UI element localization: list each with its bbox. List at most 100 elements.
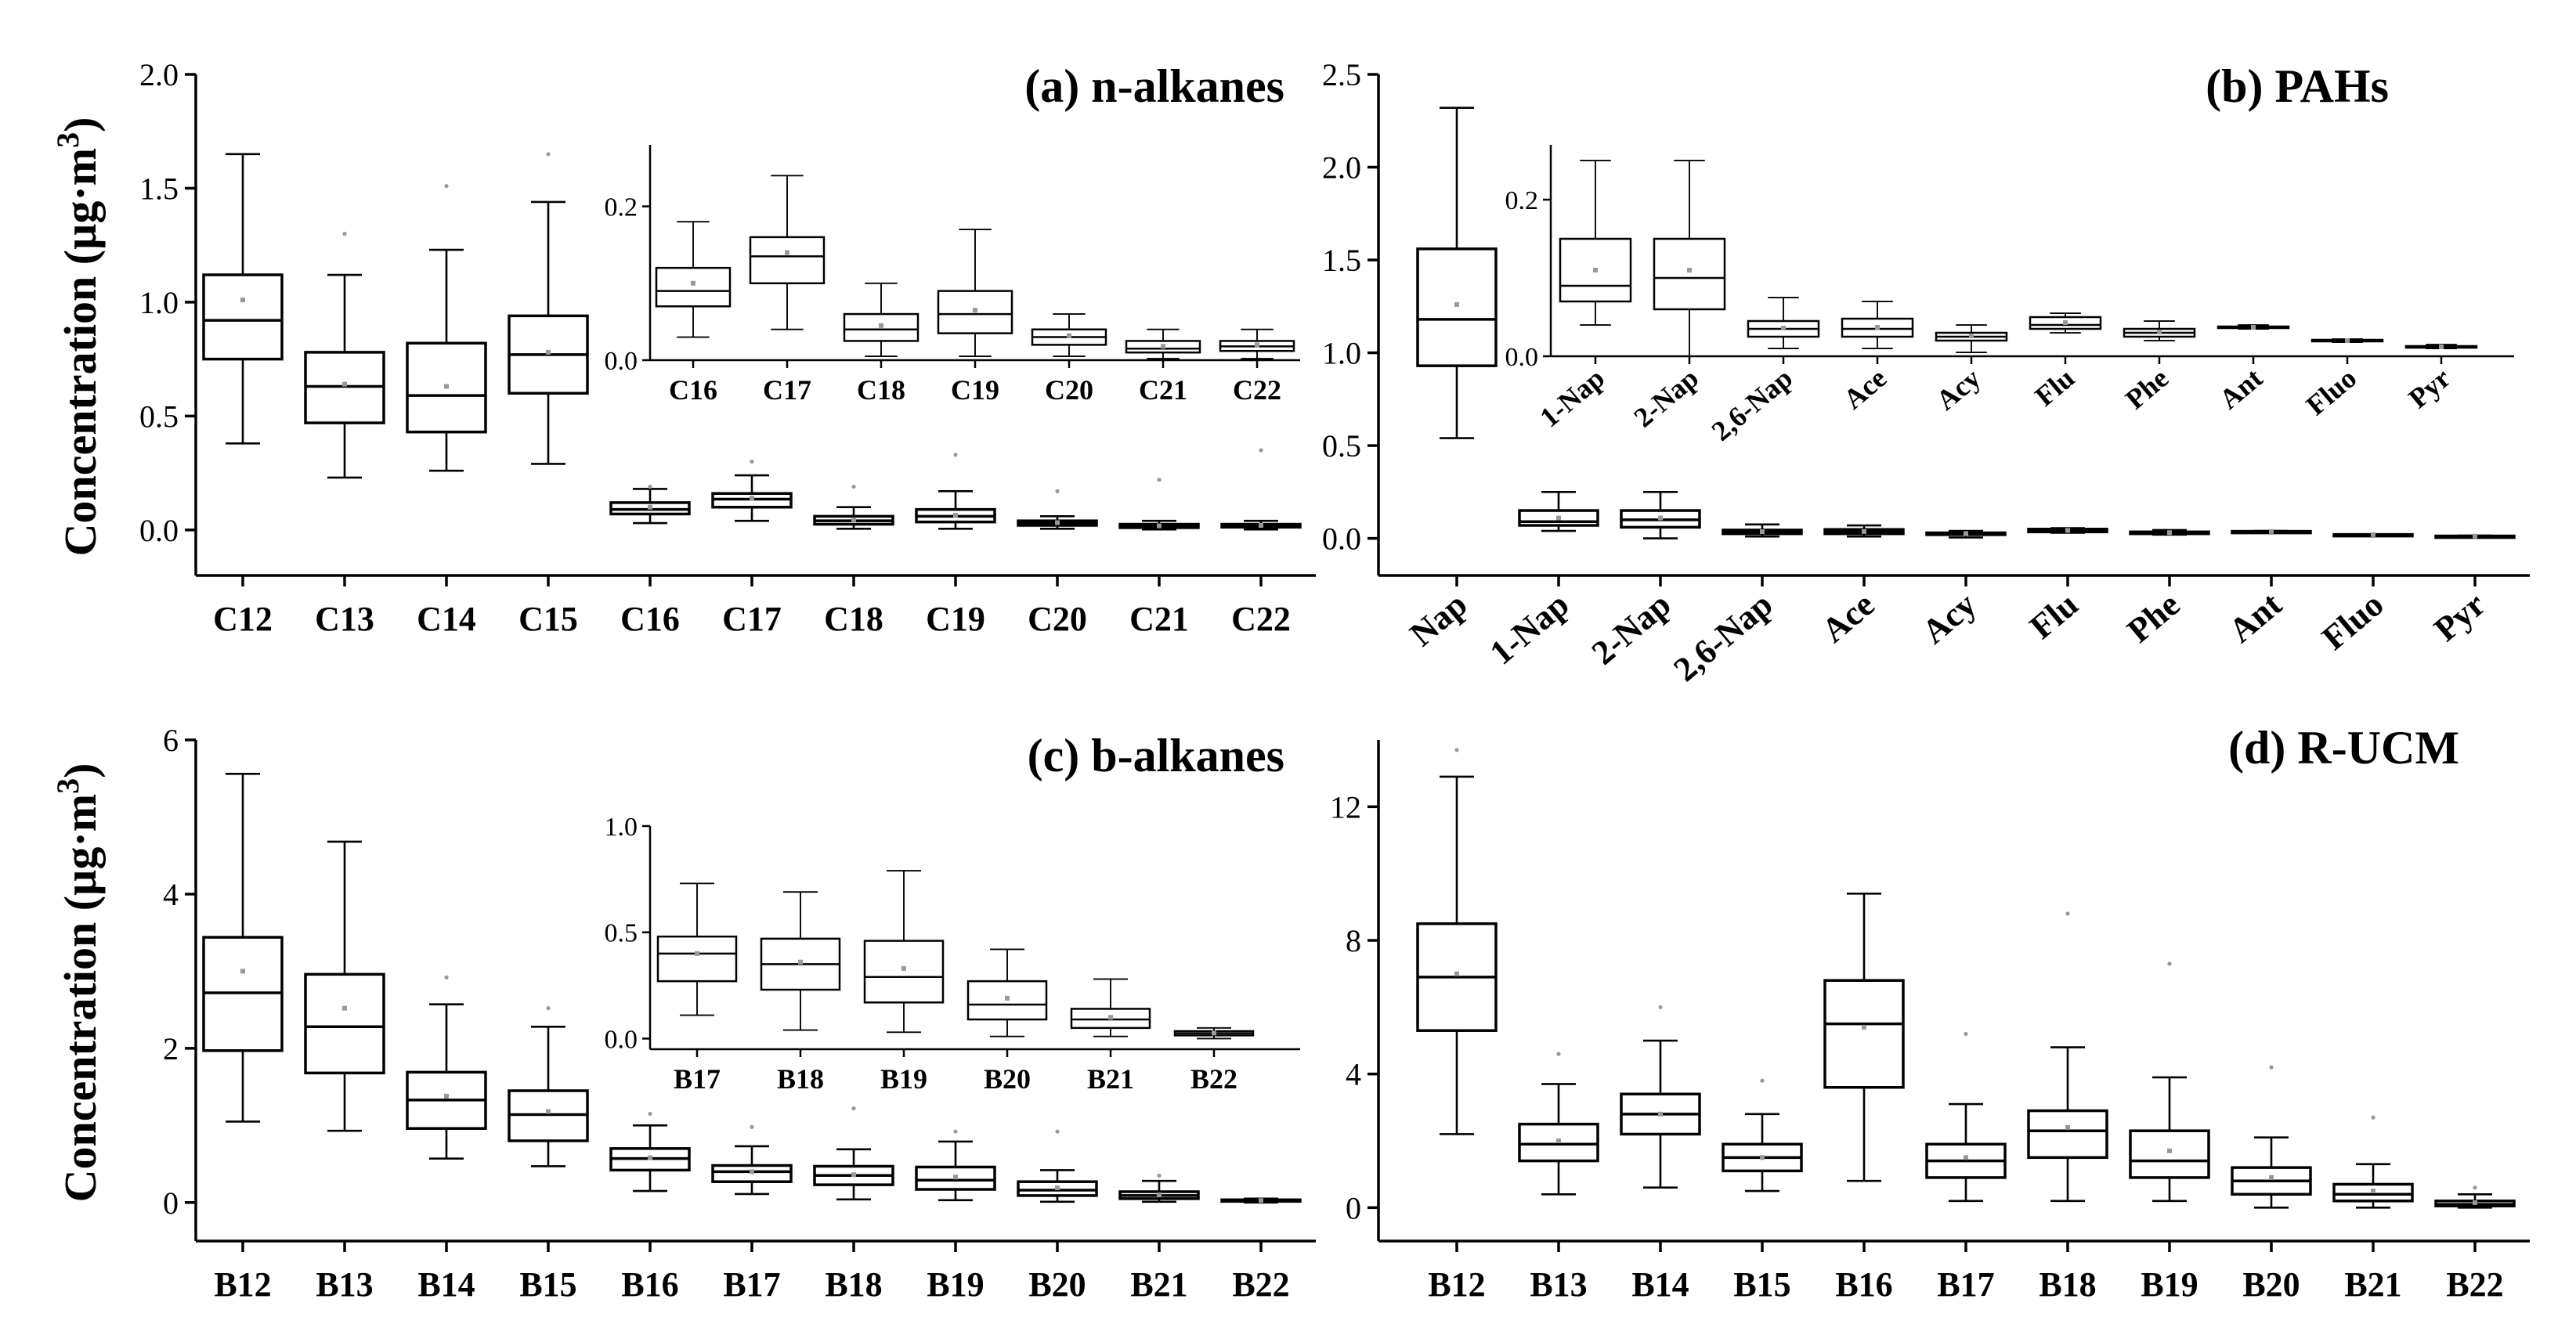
mean-marker <box>2473 1200 2477 1205</box>
iqr-box <box>2129 1129 2210 1179</box>
outlier-point <box>1157 1173 1162 1178</box>
iqr-box <box>915 1165 996 1191</box>
panel-a-box-C22 <box>1220 448 1302 531</box>
panel-a-inset-box-C21 <box>1125 328 1201 359</box>
panel-d-x-tick-label: B18 <box>2039 1265 2096 1304</box>
iqr-box <box>1653 237 1726 311</box>
panel-b-x-tick-label: Phe <box>2120 585 2188 650</box>
panel-c-box-B13 <box>304 840 385 1132</box>
panel-c: (c) b-alkanes <box>1028 730 1284 781</box>
panel-a-inset-x-tick-label: C22 <box>1233 374 1281 406</box>
panel-c-inset-x-tick-label: B20 <box>984 1063 1031 1095</box>
panel-b-x-tick-label: Acy <box>1915 585 1984 651</box>
outlier-point <box>648 1111 652 1117</box>
mean-marker <box>1593 268 1598 272</box>
panel-c-x-tick-label: B14 <box>417 1265 475 1304</box>
panel-b-inset-box-2-Nap <box>1653 160 1726 357</box>
outlier-point <box>1760 1078 1765 1083</box>
panel-d-box-B16 <box>1823 892 1905 1182</box>
panel-d-x-tick-label: B14 <box>1631 1265 1689 1304</box>
panel-a-box-C14 <box>406 183 487 472</box>
panel-c-x-tick-label: B20 <box>1028 1265 1086 1304</box>
panel-a-inset-box-C18 <box>843 282 919 358</box>
mean-marker <box>1108 1015 1113 1020</box>
mean-marker <box>648 1155 652 1160</box>
mean-marker <box>342 1005 347 1011</box>
panel-b-x-tick-label: 2-Nap <box>1584 585 1678 672</box>
mean-marker <box>2269 1174 2274 1180</box>
mean-marker <box>2157 330 2162 334</box>
panel-b-box-Phe <box>2129 529 2210 536</box>
mean-marker <box>1005 995 1010 1001</box>
panel-b-inset-box-Phe <box>2123 320 2196 341</box>
mean-marker <box>2269 529 2274 534</box>
panel-b-x-tick-label: 2,6-Nap <box>1667 585 1780 689</box>
panel-a: (a) n-alkanes <box>1024 60 1284 112</box>
mean-marker <box>1055 520 1060 525</box>
mean-marker <box>2065 1124 2070 1130</box>
iqr-box <box>1416 247 1498 367</box>
panel-b-inset-box-Ace <box>1841 301 1914 349</box>
panel-d-x-tick-label: B17 <box>1937 1265 1994 1304</box>
iqr-box <box>2027 1109 2108 1160</box>
outlier-point <box>1157 478 1162 482</box>
panel-b-box-2,6-Nap <box>1722 523 1803 538</box>
panel-a-box-C19 <box>915 453 996 530</box>
iqr-box <box>749 236 826 285</box>
panel-a-box-C18 <box>813 484 894 530</box>
mean-marker <box>342 381 347 387</box>
mean-marker <box>1055 1185 1060 1191</box>
panel-a-box-C20 <box>1017 489 1098 530</box>
panel-c-x-tick-label: B22 <box>1232 1265 1289 1304</box>
panel-d-y-tick-label: 8 <box>1346 923 1361 958</box>
outlier-point <box>2065 911 2070 916</box>
panel-c: 0 2 4 6 B12 B13 B14 B15 B16 B17 B18 B19 B20 B21 B22 <box>163 723 1316 1304</box>
panel-c-x-tick-label: B16 <box>621 1265 678 1304</box>
y-axis-label-top: Concentration (µg·m3) <box>50 117 106 557</box>
panel-d-box-B13 <box>1518 1052 1599 1196</box>
panel-a-box-C16 <box>609 484 691 525</box>
mean-marker <box>546 349 551 355</box>
panel-c-inset-box-B17 <box>656 882 738 1016</box>
mean-marker <box>1454 301 1459 307</box>
panel-b-x-tick-label: Pyr <box>2427 585 2493 649</box>
outlier-point <box>342 232 347 236</box>
panel-b-x-tick-label: 1-Nap <box>1483 585 1577 672</box>
outlier-point <box>546 152 551 157</box>
panel-a-inset-x-tick-label: C18 <box>857 374 905 406</box>
panel-d-x-tick-label: B15 <box>1733 1265 1790 1304</box>
outlier-point <box>444 975 449 980</box>
mean-marker <box>1556 1138 1561 1143</box>
panel-a-box-C12 <box>202 153 284 445</box>
panel-b-inset-box-Ant <box>2217 324 2290 330</box>
panel-b-inset-x-tick-label: Ant <box>2213 362 2268 415</box>
panel-b-inset-y-tick-label: 0.2 <box>1505 186 1539 215</box>
panel-c-x-tick-label: B17 <box>723 1265 780 1304</box>
panel-a-inset-x-tick-label: C16 <box>669 374 717 406</box>
mean-marker <box>750 1169 754 1174</box>
mean-marker <box>1212 1030 1216 1036</box>
panel-d-box-B19 <box>2129 962 2210 1203</box>
panel-a-inset-x-tick-label: C19 <box>951 374 999 406</box>
panel-c-x-tick-label: B12 <box>214 1265 271 1304</box>
panel-b-x-tick-label: Ant <box>2222 585 2289 650</box>
panel-d-x-tick-label: B12 <box>1428 1265 1485 1304</box>
outlier-point <box>851 484 856 489</box>
panel-c-box-B14 <box>406 975 487 1160</box>
mean-marker <box>2167 530 2172 536</box>
mean-marker <box>1862 1024 1866 1030</box>
panel-a-inset-box-C17 <box>749 175 826 330</box>
mean-marker <box>1862 529 1866 534</box>
panel-a-y-tick-label: 1.5 <box>139 171 179 206</box>
panel-a-y-tick-label: 0.0 <box>139 513 179 548</box>
panel-b-box-Flu <box>2027 527 2108 534</box>
panel-d-x-tick-label: B21 <box>2344 1265 2401 1304</box>
mean-marker <box>1157 523 1162 529</box>
panel-b-inset-x-tick-label: 1-Nap <box>1534 362 1610 433</box>
panel-c-inset-box-B19 <box>863 870 945 1034</box>
panel-b-y-tick-label: 2.0 <box>1322 150 1361 186</box>
panel-c-inset-y-tick-label: 0.0 <box>605 1025 638 1054</box>
panel-b-inset-box-Acy <box>1935 324 2008 353</box>
panel-b-inset-x-tick-label: 2-Nap <box>1628 362 1704 433</box>
panel-c-box-B12 <box>202 773 284 1123</box>
